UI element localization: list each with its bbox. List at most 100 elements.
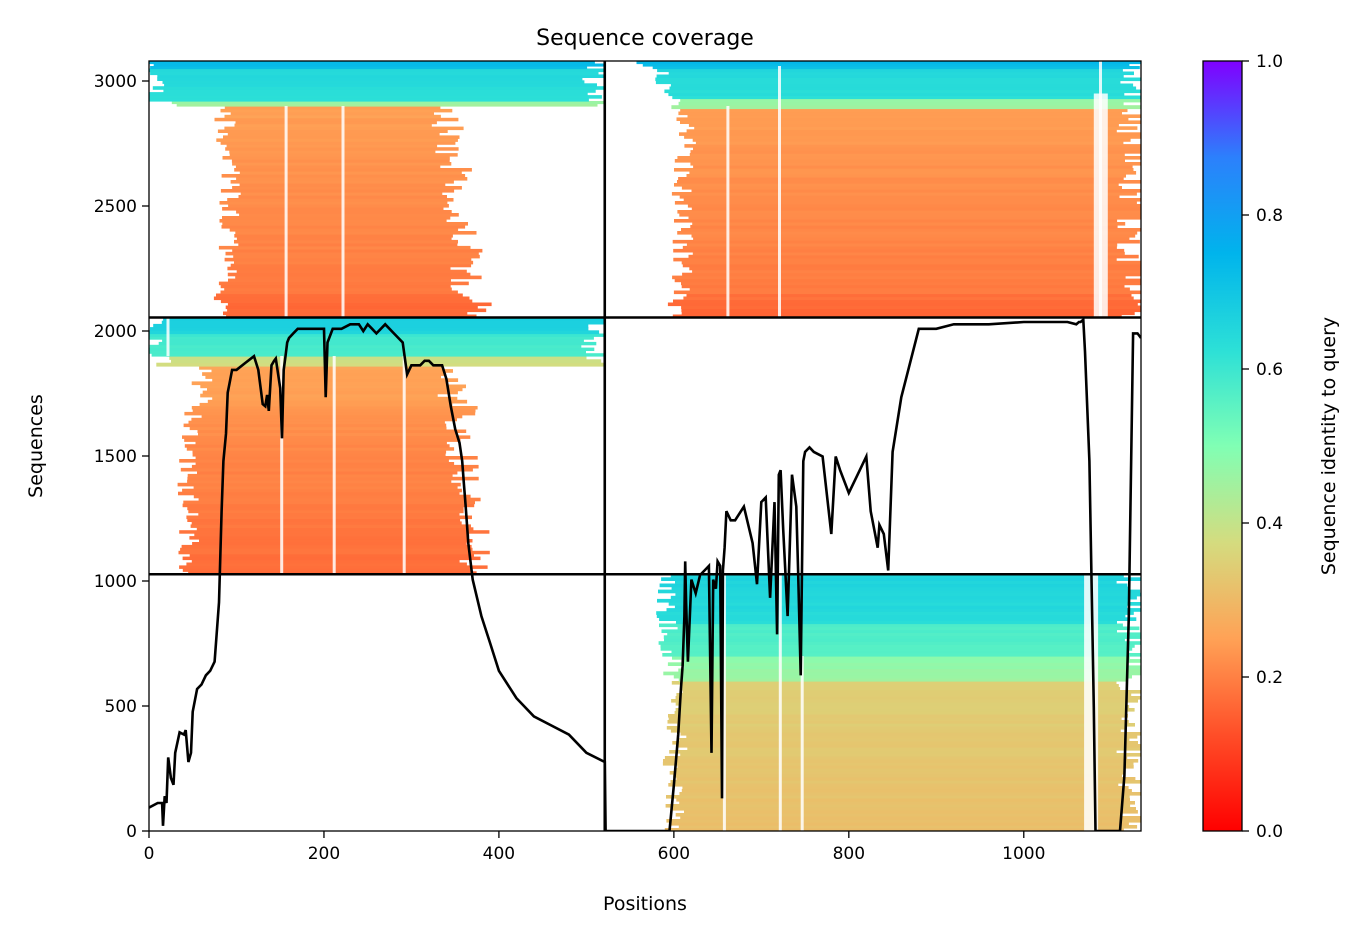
heatmap-slice (692, 269, 1141, 274)
heatmap-slice (677, 156, 1141, 160)
heatmap-slice (678, 177, 1124, 181)
heatmap-slice (194, 533, 470, 537)
heatmap-slice (691, 234, 1136, 238)
heatmap-slice (674, 605, 1128, 609)
heatmap-slice (674, 201, 1137, 205)
heatmap-slice (666, 819, 1141, 823)
heatmap-slice (680, 753, 1141, 757)
heatmap-slice (676, 620, 1117, 625)
heatmap-slice (664, 828, 1124, 831)
heatmap-slice (149, 344, 582, 349)
heatmap-slice (658, 589, 1141, 594)
heatmap-slice (667, 632, 1141, 636)
x-tick-label: 400 (483, 844, 515, 864)
heatmap-slice (679, 792, 1141, 796)
heatmap-slice (677, 626, 1140, 631)
heatmap-slice (642, 63, 1130, 67)
heatmap-slice (186, 447, 455, 451)
heatmap-slice (218, 245, 471, 250)
heatmap-slice (678, 101, 1124, 106)
heatmap-slice (176, 103, 598, 107)
heatmap-slice (679, 738, 1130, 742)
heatmap-slice (187, 473, 453, 478)
heatmap-slice (150, 327, 589, 331)
heatmap-slice (197, 429, 467, 433)
heatmap-slice (197, 470, 458, 475)
y-tick-label: 3000 (94, 72, 137, 92)
heatmap-slice (657, 598, 1128, 603)
heatmap-slice (676, 798, 1130, 802)
heatmap-slice (668, 92, 1125, 97)
heatmap-slice (684, 135, 1141, 139)
heatmap-slice (153, 63, 605, 67)
heatmap-slice (689, 171, 1137, 175)
heatmap-slice (669, 771, 1125, 775)
heatmap-slice (200, 393, 438, 398)
heatmap-slice (676, 117, 1129, 121)
gap-stripe (402, 356, 406, 575)
heatmap-slice (150, 66, 588, 70)
heatmap-slice (205, 375, 441, 379)
heatmap-slice (183, 423, 447, 428)
heatmap-slice (179, 459, 449, 463)
heatmap-slice (686, 174, 1126, 178)
heatmap-slice (666, 795, 1130, 799)
heatmap-slice (182, 556, 481, 561)
heatmap-slice (677, 231, 1138, 235)
heatmap-slice (680, 816, 1141, 820)
heatmap-slice (227, 132, 440, 136)
heatmap-slice (692, 251, 1125, 256)
heatmap-slice (670, 780, 1141, 784)
heatmap-slice (191, 521, 462, 525)
heatmap-slice (222, 222, 468, 226)
heatmap-slice (191, 417, 457, 422)
y-axis-ticks: 0 500 1000 1500 2000 2500 3000 (94, 72, 149, 842)
heatmap-slice (684, 144, 1141, 148)
heatmap-slice (219, 219, 447, 223)
heatmap-slice (671, 192, 1137, 196)
heatmap-slice (222, 216, 451, 220)
x-tick-label: 200 (308, 844, 340, 864)
heatmap-slice (664, 756, 1128, 760)
heatmap-slice (198, 432, 456, 436)
heatmap-slice (682, 690, 1141, 694)
x-tick-label: 0 (144, 844, 155, 864)
heatmap-slice (680, 108, 1128, 113)
heatmap-slice (675, 813, 1122, 817)
heatmap-slice (233, 254, 480, 259)
chart-title: Sequence coverage (536, 26, 754, 51)
heatmap-slice (228, 278, 451, 283)
heatmap-slice (226, 144, 438, 148)
heatmap-slice (189, 553, 474, 558)
heatmap-slice (220, 141, 456, 145)
heatmap-slice (187, 479, 452, 484)
heatmap-slice (681, 186, 1122, 190)
heatmap-slice (681, 308, 1141, 313)
heatmap-slice (149, 347, 595, 351)
heatmap-slice (668, 717, 1122, 721)
heatmap-slice (682, 684, 1119, 688)
heatmap-slice (182, 568, 473, 572)
heatmap-slice (673, 674, 1132, 679)
heatmap-slice (671, 586, 1129, 591)
heatmap-slice (689, 287, 1130, 292)
y-tick-label: 1000 (94, 572, 137, 592)
heatmap-slice (656, 614, 1126, 618)
gap-stripe (726, 106, 730, 318)
heatmap-slice (677, 723, 1135, 727)
heatmap-slice (688, 254, 1139, 259)
heatmap-slice (684, 810, 1138, 814)
heatmap-slice (149, 333, 605, 337)
heatmap-slice (689, 266, 1141, 271)
x-axis-ticks: 0 200 400 600 800 1000 (144, 831, 1045, 864)
heatmap-slice (187, 518, 461, 522)
heatmap-slice (668, 783, 1119, 787)
colorbar-tick-label: 0.4 (1256, 514, 1283, 534)
heatmap-slice (149, 350, 586, 354)
heatmap-slice (222, 207, 444, 211)
heatmap-slice (220, 299, 473, 304)
heatmap-slice (186, 562, 467, 566)
heatmap-slice (149, 95, 602, 99)
heatmap-slice (660, 647, 1133, 651)
heatmap-slice (149, 92, 588, 96)
